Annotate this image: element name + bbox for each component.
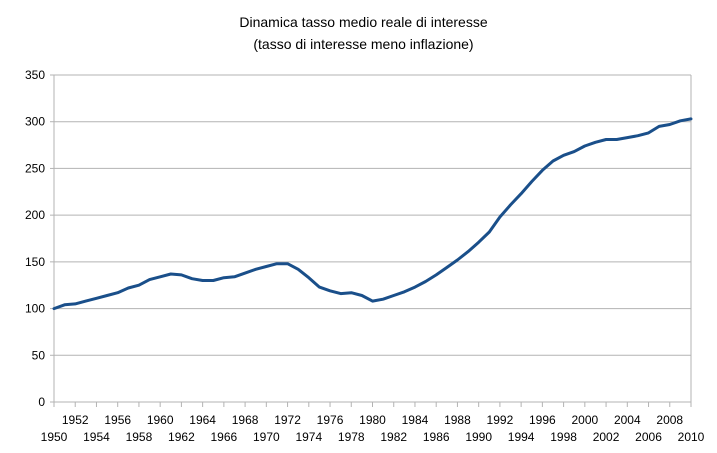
chart-title: Dinamica tasso medio reale di interesse — [239, 14, 488, 30]
x-tick-label: 2004 — [614, 413, 641, 427]
x-tick-label: 1976 — [317, 413, 344, 427]
x-tick-label: 1958 — [126, 430, 153, 444]
x-tick-label: 1984 — [402, 413, 429, 427]
x-tick-label: 1966 — [211, 430, 238, 444]
x-tick-label: 1952 — [62, 413, 89, 427]
x-tick-label: 1968 — [232, 413, 259, 427]
x-tick-label: 1970 — [253, 430, 280, 444]
x-tick-label: 1950 — [41, 430, 68, 444]
x-tick-label: 1956 — [104, 413, 131, 427]
series-line — [52, 117, 693, 311]
x-tick-label: 1972 — [274, 413, 301, 427]
y-tick-label: 150 — [25, 255, 45, 269]
y-tick-label: 50 — [32, 348, 46, 362]
x-tick-label: 2008 — [656, 413, 683, 427]
y-tick-label: 300 — [25, 115, 45, 129]
x-tick-label: 1962 — [168, 430, 195, 444]
x-tick-label: 1978 — [338, 430, 365, 444]
x-tick-label: 1992 — [487, 413, 514, 427]
x-tick-label: 2002 — [593, 430, 620, 444]
x-tick-label: 1990 — [465, 430, 492, 444]
x-tick-label: 1960 — [147, 413, 174, 427]
x-tick-label: 1996 — [529, 413, 556, 427]
x-tick-label: 1994 — [508, 430, 535, 444]
y-tick-label: 0 — [38, 395, 45, 409]
chart-subtitle: (tasso di interesse meno inflazione) — [253, 36, 474, 52]
x-tick-label: 2006 — [635, 430, 662, 444]
x-tick-label: 1986 — [423, 430, 450, 444]
x-tick-label: 1998 — [550, 430, 577, 444]
y-tick-label: 100 — [25, 302, 45, 316]
y-tick-label: 250 — [25, 161, 45, 175]
y-tick-label: 200 — [25, 208, 45, 222]
x-tick-label: 2000 — [571, 413, 598, 427]
x-tick-label: 1980 — [359, 413, 386, 427]
y-tick-label: 350 — [25, 68, 45, 82]
x-tick-label: 1974 — [295, 430, 322, 444]
x-tick-label: 1988 — [444, 413, 471, 427]
x-tick-label: 1982 — [380, 430, 407, 444]
x-tick-label: 1954 — [83, 430, 110, 444]
x-tick-label: 2010 — [678, 430, 705, 444]
x-tick-label: 1964 — [189, 413, 216, 427]
